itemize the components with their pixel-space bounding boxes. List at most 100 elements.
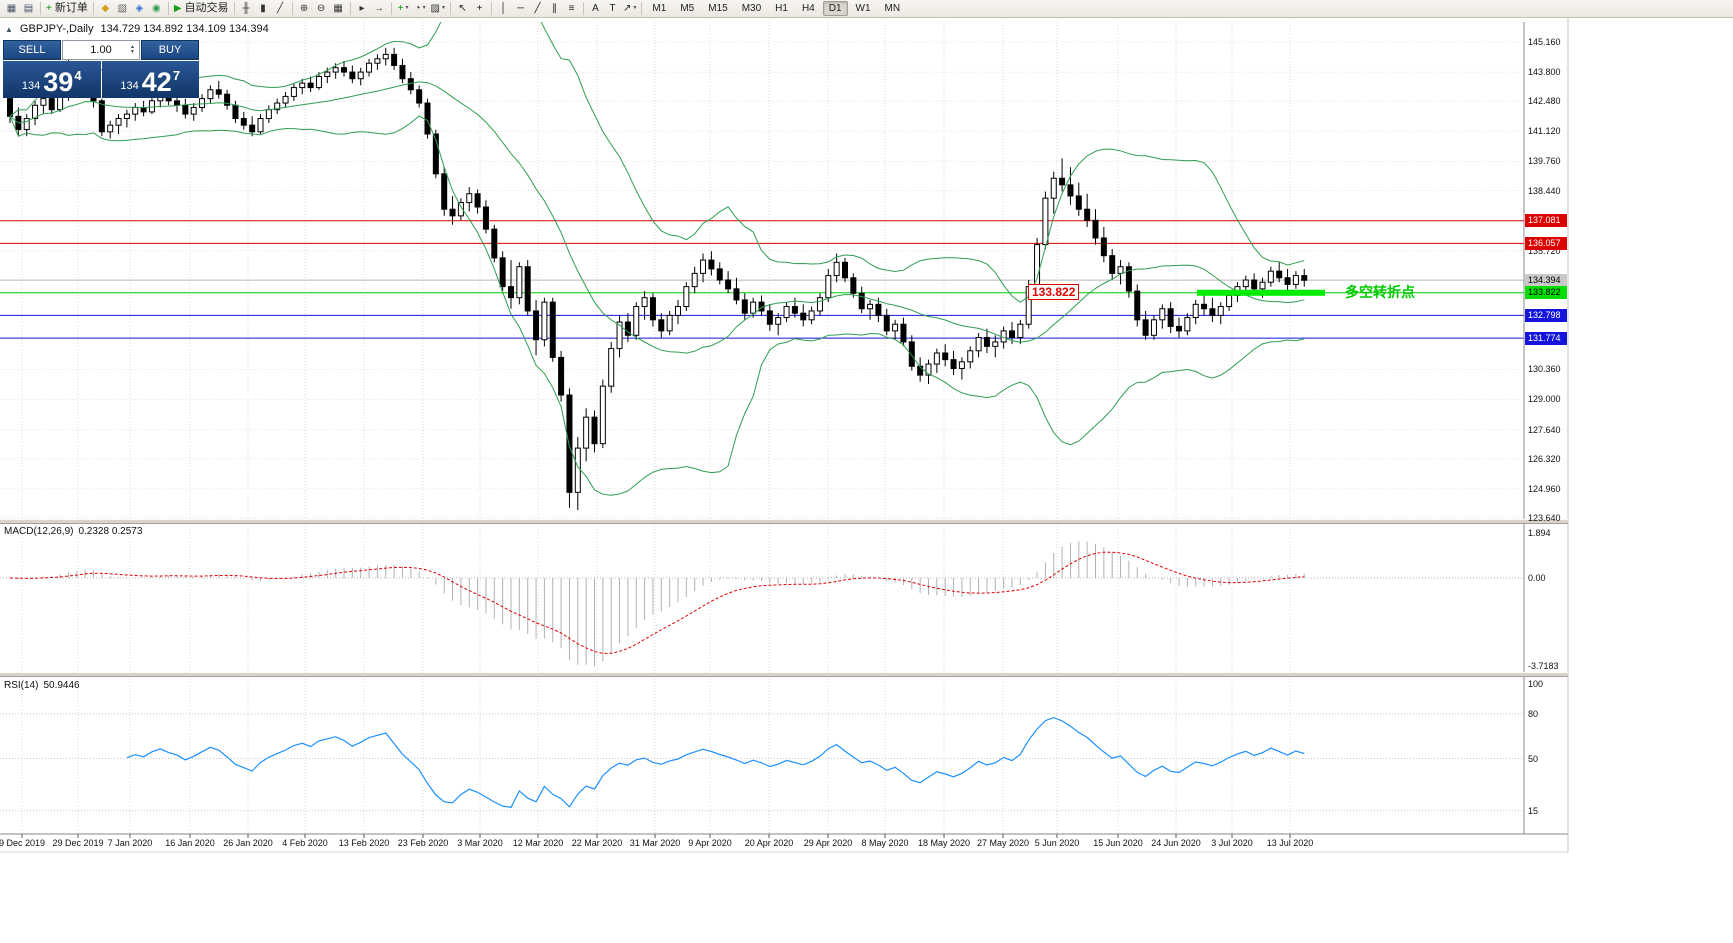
date-label: 3 Jul 2020: [1211, 838, 1253, 848]
pivot-annotation-text[interactable]: 多空转折点: [1345, 284, 1415, 300]
templates-menu-icon[interactable]: ▨ ▾: [430, 1, 446, 16]
date-label: 9 Apr 2020: [688, 838, 732, 848]
metaeditor-icon[interactable]: ◆: [98, 1, 113, 16]
templates-menu-caret-icon[interactable]: ▾: [442, 5, 446, 11]
toolbar-separator: [491, 2, 493, 15]
strategy-tester-icon[interactable]: ▧: [115, 1, 130, 16]
zoom-in-glyph: ⊕: [299, 3, 309, 14]
date-label: 4 Feb 2020: [282, 838, 328, 848]
volume-spinner[interactable]: ▲ ▼: [127, 41, 138, 59]
date-label: 20 Apr 2020: [744, 838, 794, 848]
date-label: 24 Jun 2020: [1151, 838, 1201, 848]
level-price-label[interactable]: 133.822: [1028, 284, 1080, 300]
toolbar-separator: [583, 2, 585, 15]
templates-menu-glyph: ▨: [430, 3, 440, 14]
tile-windows-icon[interactable]: ▦: [331, 1, 346, 16]
terminal-icon[interactable]: ◉: [149, 1, 164, 16]
timeframe-button-h4[interactable]: H4: [801, 3, 815, 14]
profiles-icon[interactable]: ▤: [21, 1, 36, 16]
new-chart-icon[interactable]: ▦: [4, 1, 19, 16]
price-tick-label: 130.360: [1528, 364, 1561, 375]
timeframe-button-mn[interactable]: MN: [884, 3, 901, 14]
date-label: 7 Jan 2020: [107, 838, 153, 848]
volume-input[interactable]: 1.00 ▲ ▼: [62, 40, 140, 60]
arrows-menu-caret-icon[interactable]: ▾: [633, 5, 637, 11]
date-label: 16 Jan 2020: [165, 838, 215, 848]
auto-scroll-icon[interactable]: ▸: [355, 1, 370, 16]
panel-splitter-rsi[interactable]: [0, 672, 1568, 677]
text-tool-icon[interactable]: A: [588, 1, 603, 16]
date-label: 3 Mar 2020: [457, 838, 503, 848]
ask-pipette: 7: [172, 68, 181, 83]
timeframe-button-h1[interactable]: H1: [775, 3, 788, 14]
auto-trading-icon[interactable]: ▶ 自动交易: [173, 1, 230, 16]
volume-down-icon[interactable]: ▼: [130, 49, 135, 55]
timeframe-button-m1[interactable]: M1: [652, 3, 667, 14]
timeframe-button-m15[interactable]: M15: [708, 3, 728, 14]
arrows-menu-glyph: ↗: [623, 3, 632, 14]
trendline-tool-icon[interactable]: ╱: [530, 1, 545, 16]
bid-prefix: 134: [21, 80, 41, 92]
buy-button[interactable]: BUY: [141, 40, 199, 60]
periods-menu-caret-icon[interactable]: ▾: [422, 5, 426, 11]
price-tick-label: 124.960: [1528, 483, 1561, 494]
cursor-tool-glyph: ↖: [458, 3, 467, 14]
collapse-trade-panel-button[interactable]: ▲: [5, 24, 13, 34]
rsi-axis-label: 50: [1528, 753, 1539, 764]
bid-pipette: 4: [74, 68, 82, 83]
new-order-icon[interactable]: + 新订单: [45, 1, 89, 16]
rsi-axis-label: 15: [1528, 805, 1539, 816]
cursor-tool-icon[interactable]: ↖: [455, 1, 470, 16]
horizontal-line-tool-icon[interactable]: ─: [513, 1, 528, 16]
line-chart-mode-icon[interactable]: ╱: [273, 1, 288, 16]
zoom-in-icon[interactable]: ⊕: [297, 1, 312, 16]
label-tool-glyph: T: [609, 3, 616, 14]
price-tick-label: 135.720: [1528, 245, 1561, 256]
bid-price-button[interactable]: 134 39 4: [3, 61, 101, 98]
navigator-icon[interactable]: ◈: [132, 1, 147, 16]
toolbar-separator: [291, 2, 293, 15]
ask-price-button[interactable]: 134 42 7: [101, 61, 199, 98]
sell-button[interactable]: SELL: [3, 40, 61, 60]
toolbar-separator: [390, 2, 392, 15]
horizontal-line-tool-glyph: ─: [516, 3, 525, 14]
candle-chart-mode-icon[interactable]: ▮: [256, 1, 271, 16]
fibonacci-tool-icon[interactable]: ≡: [564, 1, 579, 16]
date-label: 13 Jul 2020: [1266, 838, 1314, 848]
channel-tool-icon[interactable]: ∥: [547, 1, 562, 16]
date-label: 12 Mar 2020: [512, 838, 564, 848]
indicators-add-icon[interactable]: + ▾: [396, 1, 411, 16]
date-label: 29 Apr 2020: [803, 838, 853, 848]
zoom-out-icon[interactable]: ⊖: [314, 1, 329, 16]
crosshair-tool-icon[interactable]: +: [472, 1, 487, 16]
price-tick-label: 123.640: [1528, 513, 1561, 523]
price-tick-label: 129.000: [1528, 394, 1561, 405]
arrows-menu-icon[interactable]: ↗ ▾: [622, 1, 637, 16]
chart-shift-icon[interactable]: →: [372, 1, 387, 16]
price-tick-label: 138.440: [1528, 185, 1561, 196]
volume-up-icon[interactable]: ▲: [130, 44, 135, 50]
periods-menu-icon[interactable]: ◔ ▾: [413, 1, 428, 16]
main-toolbar: ▦ ▤ + 新订单 ◆ ▧ ◈ ◉ ▶ 自动交易 ╫ ▮ ╱ ⊕ ⊖ ▦ ▸ → + ▾ ◔ ▾ ▨ ▾ ↖ + │ ─ ╱ ∥ ≡ A T ↗ ▾…: [0, 0, 1733, 18]
vertical-line-tool-icon[interactable]: │: [496, 1, 511, 16]
indicators-add-caret-icon[interactable]: ▾: [405, 5, 409, 11]
price-tick-label: 127.640: [1528, 424, 1561, 435]
price-badge-132.798: 132.798: [1525, 308, 1567, 322]
timeframe-button-m5[interactable]: M5: [680, 3, 695, 14]
bar-chart-mode-icon[interactable]: ╫: [239, 1, 254, 16]
timeframe-button-d1[interactable]: D1: [822, 1, 848, 16]
date-label: 8 May 2020: [861, 838, 909, 848]
tile-windows-glyph: ▦: [333, 3, 343, 14]
zoom-out-glyph: ⊖: [316, 3, 326, 14]
timeframe-button-w1[interactable]: W1: [855, 3, 871, 14]
macd-indicator-label: MACD(12,26,9) 0.2328 0.2573: [4, 526, 143, 537]
price-badge-136.057: 136.057: [1525, 236, 1567, 250]
date-label: 15 Jun 2020: [1093, 838, 1143, 848]
metaeditor-glyph: ◆: [101, 3, 110, 14]
panel-splitter-macd[interactable]: [0, 519, 1568, 524]
timeframe-button-m30[interactable]: M30: [741, 3, 762, 14]
price-badge-134.394: 134.394: [1525, 273, 1567, 287]
label-tool-icon[interactable]: T: [605, 1, 620, 16]
